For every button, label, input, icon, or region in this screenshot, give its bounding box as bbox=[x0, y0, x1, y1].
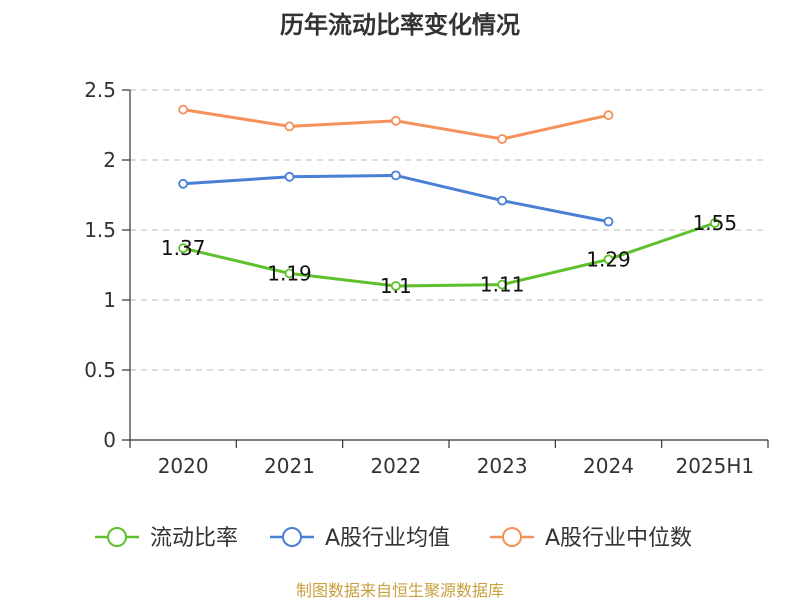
data-label: 1.1 bbox=[380, 274, 412, 298]
data-label: 1.55 bbox=[693, 211, 738, 235]
y-tick-label: 2 bbox=[103, 148, 116, 172]
data-point bbox=[284, 171, 295, 182]
data-point bbox=[390, 281, 401, 291]
source-note: 制图数据来自恒生聚源数据库 bbox=[296, 581, 504, 600]
data-point bbox=[284, 268, 295, 279]
data-point bbox=[603, 254, 614, 265]
data-point bbox=[709, 218, 720, 228]
y-tick-label: 1 bbox=[103, 288, 116, 312]
x-tick-label: 2020 bbox=[158, 454, 209, 478]
data-point bbox=[390, 170, 401, 181]
legend-item[interactable]: 流动比率 bbox=[95, 526, 238, 551]
x-tick-label: 2022 bbox=[370, 454, 421, 478]
axes: 0 0.5 1 1.5 2 2.5 2020 2021 2022 2023 2024 2025H1 bbox=[84, 78, 769, 478]
legend-marker bbox=[502, 527, 522, 547]
data-point bbox=[603, 110, 614, 121]
data-point bbox=[390, 115, 401, 126]
legend-label: A股行业均值 bbox=[325, 526, 450, 551]
legend-label: 流动比率 bbox=[150, 526, 238, 551]
data-point bbox=[603, 216, 614, 227]
legend-marker bbox=[282, 527, 302, 547]
data-point bbox=[178, 178, 189, 189]
series-group: 1.37 1.19 1.1 1.11 1.29 1.55 bbox=[161, 104, 738, 298]
legend: 流动比率 A股行业均值 A股行业中位数 bbox=[95, 526, 692, 551]
legend-item[interactable]: A股行业均值 bbox=[270, 526, 450, 551]
x-tick-label: 2021 bbox=[264, 454, 315, 478]
legend-marker bbox=[107, 527, 127, 547]
series-line bbox=[183, 173, 609, 224]
data-point bbox=[178, 104, 189, 115]
chart-title: 历年流动比率变化情况 bbox=[280, 11, 520, 39]
x-tick-label: 2023 bbox=[477, 454, 528, 478]
grid-lines bbox=[130, 89, 768, 371]
data-point bbox=[497, 134, 508, 144]
data-label: 1.29 bbox=[586, 247, 631, 271]
x-tick-label: 2025H1 bbox=[675, 454, 754, 478]
data-label: 1.37 bbox=[161, 236, 206, 260]
data-point bbox=[178, 243, 189, 254]
legend-item[interactable]: A股行业中位数 bbox=[490, 526, 692, 551]
data-label: 1.19 bbox=[267, 261, 312, 285]
series-line bbox=[182, 221, 716, 288]
x-tick-label: 2024 bbox=[583, 454, 634, 478]
y-tick-label: 1.5 bbox=[84, 218, 116, 242]
y-tick-label: 0.5 bbox=[84, 358, 116, 382]
y-tick-label: 2.5 bbox=[84, 78, 116, 102]
data-point bbox=[497, 279, 508, 290]
data-point bbox=[497, 195, 508, 206]
legend-label: A股行业中位数 bbox=[545, 526, 692, 551]
y-tick-label: 0 bbox=[103, 428, 116, 452]
data-point bbox=[284, 121, 295, 132]
data-label: 1.11 bbox=[480, 273, 525, 297]
